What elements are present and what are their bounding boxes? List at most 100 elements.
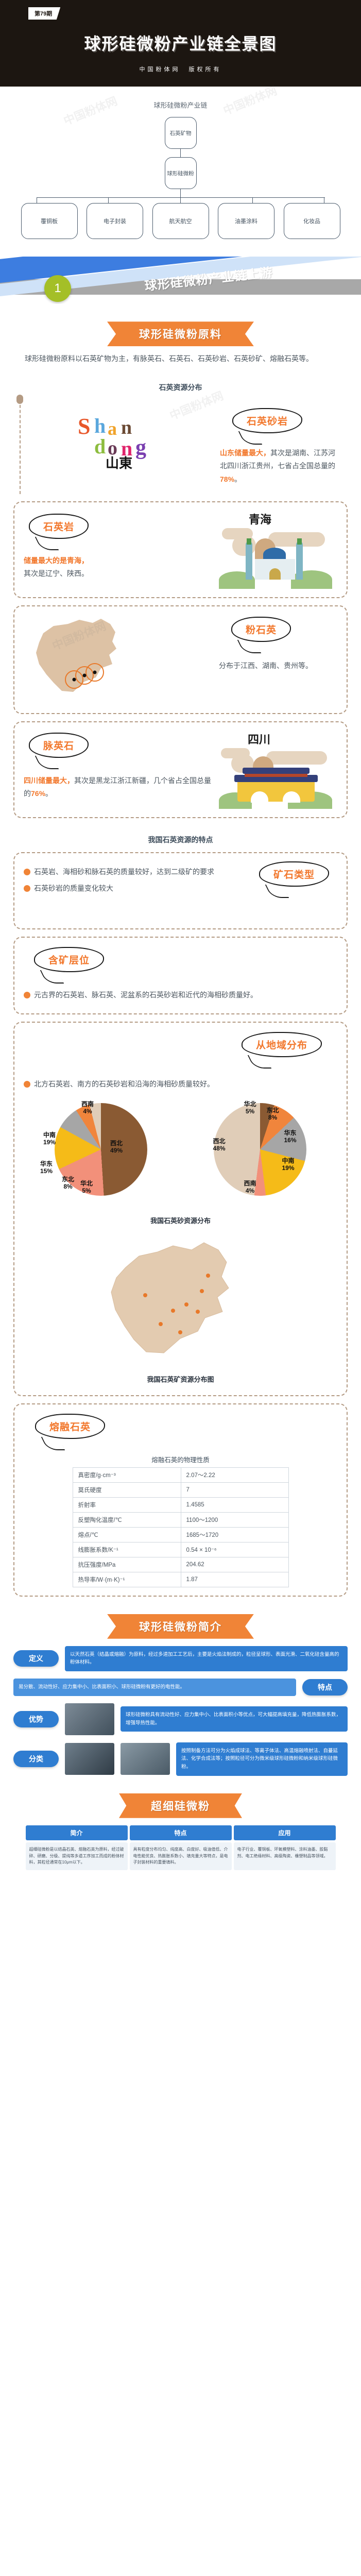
ultrafine-cell: 超细硅微粉是以结晶石英、熔融石英为原料，经过破碎、研磨、分级、提纯等多道工序加工… (25, 1842, 128, 1871)
intro-block-advantages: 优势 球形硅微粉具有流动性好、应力集中小、比表面积小等优点，可大幅提高填充量，降… (13, 1703, 348, 1735)
intro-text-features: 易分散、流动性好、应力集中小、比表面积小、球形硅微粉有更好的电性能。 (13, 1679, 296, 1696)
page-header: 第79期 球形硅微粉产业链全景图 中国粉体网 版权所有 (0, 0, 361, 87)
svg-text:S: S (78, 414, 90, 439)
flow-node-downstream: 油墨涂料 (218, 203, 274, 240)
pie-chart-quartzite: 西北 49% 中南 19% 华东 15% 东北 8% 华北 5% 西南 4% (24, 1098, 178, 1211)
feature-bullet: 石英岩、海相砂和脉石英的质量较好，达到二级矿的要求 (24, 866, 237, 878)
intro-text-definition: 以天然石英（结晶或熔融）为原料，经过多道加工工艺后，主要是火焰法制成的，粒径呈球… (65, 1646, 348, 1672)
sichuan-illustration (219, 747, 332, 809)
bullet-dot-icon (24, 868, 30, 875)
intro-pill-features: 特点 (302, 1679, 348, 1696)
ultrafine-cell: 具有粒度分布均匀、纯度高、白度好、吸油值低、介电性能优良、热膨胀系数小、填充量大… (129, 1842, 232, 1871)
table-row: 抗压强度/MPa 204.62 (72, 1556, 289, 1572)
table-row: 折射率 1.4585 (72, 1497, 289, 1513)
flow-horizontal-rail (36, 197, 325, 198)
feature-bullet: 元古界的石英岩、脉石英、泥盆系的石英砂岩和近代的海相砂质量好。 (24, 989, 337, 1002)
resource-bubble-label: 石英岩 (29, 513, 89, 539)
ultrafine-cell: 电子行业、覆铜板、环氧模塑料、涂料油墨、胶黏剂、电工绝缘材料、高级陶瓷、橡塑制品… (233, 1842, 336, 1871)
flow-branch-stems (36, 198, 325, 204)
bubble-tail (238, 431, 263, 445)
pie-slice-label: 东北 8% (62, 1175, 75, 1190)
ultrafine-col-header: 应用 (233, 1825, 336, 1840)
bullet-dot-icon (24, 991, 30, 998)
ultrafine-col-header: 简介 (25, 1825, 128, 1840)
flow-title: 球形硅微粉产业链 (153, 101, 208, 109)
table-row: 莫氏硬度 7 (72, 1482, 289, 1498)
feature-bullet: 北方石英岩、南方的石英砂岩和沿海的海相砂质量较好。 (24, 1078, 337, 1091)
ultrafine-col-header: 特点 (129, 1825, 232, 1840)
feature-card-ore-type: 石英岩、海相砂和脉石英的质量较好，达到二级矿的要求 石英砂岩的质量变化较大 矿石… (13, 852, 348, 929)
intro-pill-advantages: 优势 (13, 1710, 59, 1727)
industry-chain-flow: 中国粉体网 中国粉体网 球形硅微粉产业链 石英矿物 球形硅微粉 覆铜板 电子封装… (0, 84, 361, 243)
pie-graphic (214, 1103, 307, 1196)
china-map-svg (110, 1242, 229, 1353)
resource-card-vein-quartz: 脉英石 四川储量最大，其次是黑龙江浙江新疆，几个省占全国总量的76%。 四川 (13, 721, 348, 818)
table-row: 反塑陶化温度/℃ 1100～1200 (72, 1512, 289, 1528)
footer-spacer (0, 1870, 361, 1886)
pie-slice-label: 东北 8% (266, 1106, 279, 1121)
bubble-tail (247, 1055, 272, 1069)
pie-chart-caption: 我国石英砂资源分布 (150, 1216, 211, 1225)
ultrafine-ribbon-wrap: 超细硅微粉 (0, 1793, 361, 1818)
flow-downstream-row: 覆铜板 电子封装 航天航空 油墨涂料 化妆品 (21, 203, 340, 240)
table-row: 线膨胀系数/K⁻¹ 0.54 × 10⁻⁶ (72, 1541, 289, 1557)
svg-text:山東: 山東 (106, 456, 132, 470)
intro-text-classification: 按照制备方法可分为火焰成球法、等离子体法、高温熔融喷射法、自蔓延法、化学合成法等… (176, 1742, 348, 1776)
bullet-dot-icon (24, 1081, 30, 1088)
intro-block-classification: 分类 按照制备方法可分为火焰成球法、等离子体法、高温熔融喷射法、自蔓延法、化学合… (13, 1742, 348, 1776)
classification-photo-b (121, 1743, 170, 1775)
svg-text:h: h (94, 414, 106, 437)
pie-slice-label: 西南 4% (81, 1100, 94, 1115)
resource-description: 储量最大的是青海， 其次是辽宁、陕西。 (24, 556, 89, 578)
flow-node-downstream: 覆铜板 (21, 203, 78, 240)
pie-graphic (54, 1103, 147, 1196)
china-resource-map: 我国石英矿资源分布图 (24, 1233, 337, 1384)
property-table-title: 熔融石英的物理性质 (151, 1456, 210, 1464)
table-row: 熔点/℃ 1685～1720 (72, 1527, 289, 1543)
bubble-tail (265, 884, 289, 898)
feature-card-ore-horizon: 含矿层位 元古界的石英岩、脉石英、泥盆系的石英砂岩和近代的海相砂质量好。 (13, 936, 348, 1015)
intro-block-features: 易分散、流动性好、应力集中小、比表面积小、球形硅微粉有更好的电性能。 特点 (13, 1679, 348, 1696)
pin-dot (16, 395, 23, 404)
classification-photo-a (65, 1743, 114, 1775)
pie-slice-label: 中南 19% (43, 1131, 56, 1146)
advantage-photo (65, 1703, 114, 1735)
ultrafine-table-header: 简介 特点 应用 (0, 1825, 361, 1840)
resource-bubble-label: 脉英石 (29, 732, 89, 758)
fused-quartz-card: 熔融石英 熔融石英的物理性质 真密度/g·cm⁻³ 2.07～2.22 莫氏硬度 7… (13, 1403, 348, 1597)
pie-slice-label: 华北 5% (80, 1179, 93, 1194)
ultrafine-ribbon: 超细硅微粉 (119, 1793, 242, 1818)
resource-card-quartzite: 石英岩 储量最大的是青海， 其次是辽宁、陕西。 青海 (13, 501, 348, 598)
feature-bubble-label: 矿石类型 (259, 861, 330, 887)
svg-text:g: g (135, 436, 146, 460)
map-caption: 我国石英矿资源分布图 (147, 1375, 214, 1383)
flow-node-downstream: 电子封装 (87, 203, 143, 240)
feature-bullet: 石英砂岩的质量变化较大 (24, 882, 237, 895)
resource-card-powder-quartz: 中国粉体网 粉石英 分布于江西、湖南、贵州等。 (13, 605, 348, 714)
ultrafine-table-body: 超细硅微粉是以结晶石英、熔融石英为原料，经过破碎、研磨、分级、提纯等多道工序加工… (0, 1842, 361, 1871)
resource-distribution-heading: 石英资源分布 (159, 383, 202, 392)
features-heading: 我国石英资源的特点 (148, 835, 213, 844)
china-map-powder-quartz (36, 618, 116, 692)
bubble-tail (40, 970, 64, 984)
intro-pill-classification: 分类 (13, 1751, 59, 1768)
raw-material-ribbon-wrap: 球形硅微粉原料 (0, 321, 361, 347)
intro-ribbon-wrap: 球形硅微粉简介 (0, 1614, 361, 1639)
intro-text-advantages: 球形硅微粉具有流动性好、应力集中小、比表面积小等优点，可大幅提高填充量，降低热膨… (121, 1706, 348, 1732)
resource-bubble-label: 粉石英 (231, 616, 291, 642)
feature-bubble-label: 从地域分布 (241, 1032, 322, 1058)
section-number-badge: 1 (44, 275, 71, 302)
pie-slice-label: 中南 19% (282, 1157, 295, 1172)
pie-slice-label: 华东 15% (40, 1160, 53, 1175)
flow-node-upstream: 石英矿物 (164, 117, 197, 149)
qinghai-illustration (219, 527, 332, 589)
pie-slice-label: 西北 49% (110, 1139, 123, 1154)
pie-chart-quartz-sand: 西北 48% 中南 19% 华东 16% 东北 8% 华北 5% 西南 4% (183, 1098, 338, 1211)
svg-text:n: n (121, 417, 132, 438)
section-1-banner: 1 球形硅微粉产业链上游 (0, 257, 361, 304)
svg-text:n: n (121, 437, 132, 460)
province-name: 青海 (249, 513, 272, 526)
table-row: 热导率/W·(m·K)⁻¹ 1.87 (72, 1571, 289, 1587)
fused-quartz-bubble: 熔融石英 (35, 1413, 106, 1439)
page-subtitle: 中国粉体网 版权所有 (139, 66, 222, 73)
